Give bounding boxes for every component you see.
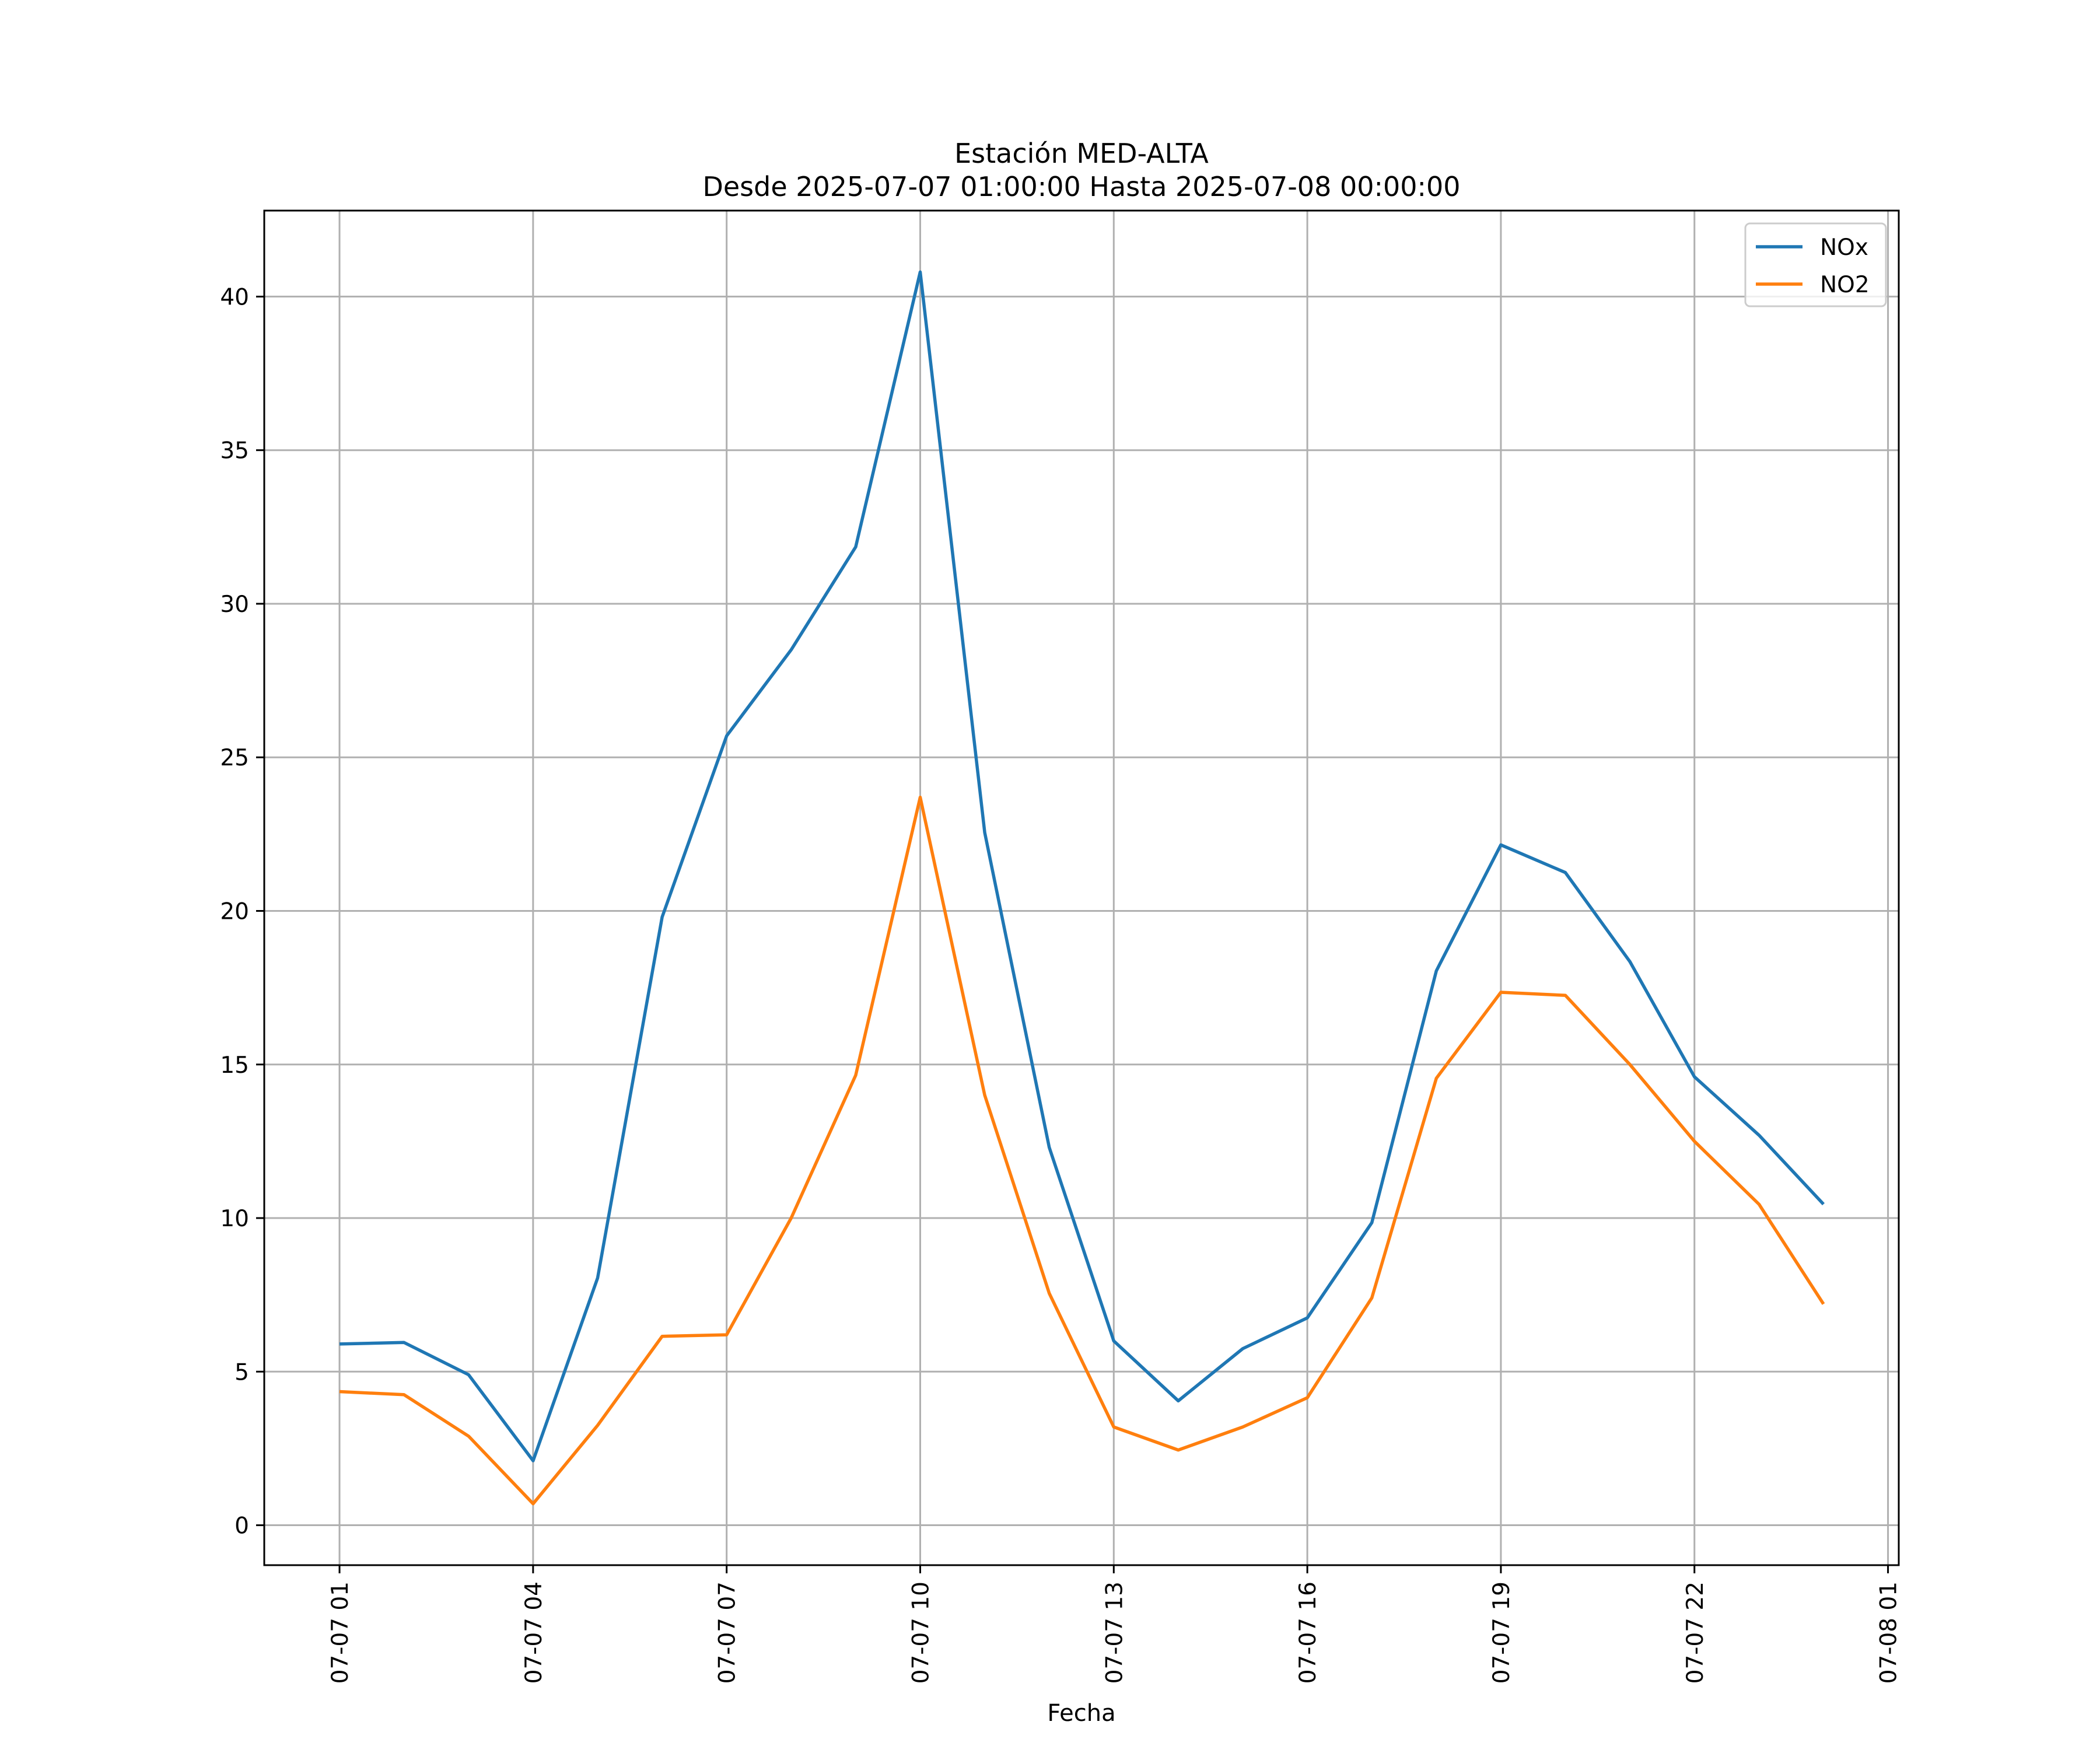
y-tick-label: 35 [220, 438, 249, 464]
x-tick-label: 07-07 16 [1295, 1581, 1321, 1684]
x-tick-label: 07-07 07 [715, 1581, 741, 1684]
x-tick-label: 07-07 22 [1682, 1581, 1709, 1684]
axis-ticks: 0 5 10 15 20 25 30 35 40 07-07 01 07-07 04 07-07 07… [220, 284, 1902, 1684]
x-tick-label: 07-07 04 [521, 1581, 547, 1684]
chart-title: Estación MED-ALTA [954, 138, 1209, 169]
chart-subtitle: Desde 2025-07-07 01:00:00 Hasta 2025-07-… [702, 171, 1460, 202]
y-tick-label: 30 [220, 592, 249, 618]
plot-frame [263, 209, 1900, 1566]
y-tick-label: 20 [220, 898, 249, 925]
x-axis-label: Fecha [1047, 1700, 1115, 1727]
y-tick-label: 25 [220, 745, 249, 771]
y-tick-label: 0 [235, 1513, 249, 1539]
x-tick-label: 07-07 13 [1101, 1581, 1128, 1684]
legend-label-no2: NO2 [1820, 272, 1870, 298]
y-tick-label: 15 [220, 1052, 249, 1079]
legend: NOx NO2 [1744, 222, 1887, 307]
y-tick-label: 10 [220, 1206, 249, 1232]
series-line-nox [339, 270, 1825, 1462]
legend-label-nox: NOx [1820, 235, 1868, 261]
series-line-no2 [339, 795, 1825, 1506]
y-tick-label: 40 [220, 284, 249, 310]
series-lines [339, 270, 1825, 1506]
x-tick-label: 07-07 01 [327, 1581, 354, 1684]
x-tick-label: 07-07 19 [1489, 1581, 1515, 1684]
x-tick-label: 07-07 10 [908, 1581, 934, 1684]
y-tick-label: 5 [235, 1359, 249, 1385]
x-tick-label: 07-08 01 [1876, 1581, 1902, 1684]
